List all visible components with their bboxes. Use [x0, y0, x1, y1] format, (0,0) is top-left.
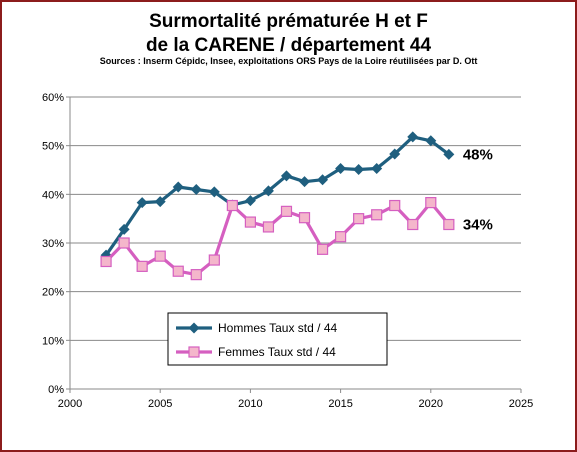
femmes-data-point [353, 213, 365, 225]
hommes-data-point [317, 174, 329, 186]
hommes-data-point [389, 148, 401, 160]
femmes-data-point [172, 265, 184, 277]
legend-hommes-label: Hommes Taux std / 44 [218, 321, 337, 335]
femmes-data-point [407, 218, 419, 231]
chart-sources: Sources : Inserm Cépidc, Insee, exploita… [99, 56, 478, 66]
femmes-data-point [280, 205, 293, 217]
femmes-data-point [226, 199, 238, 212]
y-tick-label: 40% [42, 189, 64, 201]
x-tick-label: 2005 [148, 398, 172, 410]
x-tick-label: 2010 [238, 398, 262, 410]
hommes-data-point [262, 185, 274, 197]
legend-box [167, 312, 388, 366]
y-tick-label: 60% [42, 92, 64, 104]
legend-hommes-marker [188, 322, 200, 334]
x-tick-label: 2020 [419, 398, 443, 410]
legend-femmes-label: Femmes Taux std / 44 [218, 345, 336, 359]
femmes-data-point [154, 250, 166, 262]
hommes-data-point [335, 163, 347, 175]
femmes-data-point [262, 221, 275, 233]
legend-femmes-marker [188, 346, 200, 358]
femmes-data-point [298, 212, 311, 224]
chart-title-line1: Surmortalité prématurée H et F [149, 11, 428, 32]
y-tick-label: 20% [42, 287, 64, 299]
x-tick-label: 2015 [328, 398, 352, 410]
hommes-data-point [136, 197, 148, 209]
femmes-data-point [389, 199, 401, 212]
femmes-data-point [316, 243, 329, 255]
chart-title-line2: de la CARENE / département 44 [145, 35, 432, 56]
femmes-data-point [244, 216, 256, 228]
hommes-data-point [118, 223, 130, 235]
hommes-data-point [425, 135, 437, 147]
hommes-data-point [208, 186, 220, 198]
hommes-data-point [353, 164, 365, 176]
hommes-data-point [280, 170, 292, 182]
femmes-data-point [425, 197, 437, 209]
femmes-data-point [443, 218, 455, 231]
y-tick-label: 0% [48, 384, 64, 396]
x-tick-label: 2000 [58, 398, 82, 410]
femmes-series-line [104, 201, 451, 277]
femmes-data-point [100, 255, 112, 268]
y-tick-label: 50% [42, 141, 64, 153]
hommes-end-label: 48% [463, 146, 493, 163]
femmes-data-point [208, 254, 220, 266]
x-tick-label: 2025 [509, 398, 533, 410]
femmes-end-label: 34% [463, 217, 493, 234]
hommes-data-point [407, 131, 419, 143]
hommes-data-point [172, 181, 184, 193]
femmes-data-point [136, 260, 148, 272]
femmes-data-point [335, 231, 347, 243]
hommes-data-point [154, 196, 166, 208]
femmes-data-point [371, 209, 383, 221]
y-tick-label: 30% [42, 238, 64, 250]
hommes-data-point [299, 176, 311, 188]
hommes-data-point [371, 163, 383, 175]
femmes-data-point [190, 269, 202, 281]
y-tick-label: 10% [42, 335, 64, 347]
hommes-data-point [443, 148, 455, 160]
hommes-data-point [190, 183, 202, 195]
hommes-data-point [244, 195, 256, 207]
femmes-data-point [118, 237, 130, 249]
